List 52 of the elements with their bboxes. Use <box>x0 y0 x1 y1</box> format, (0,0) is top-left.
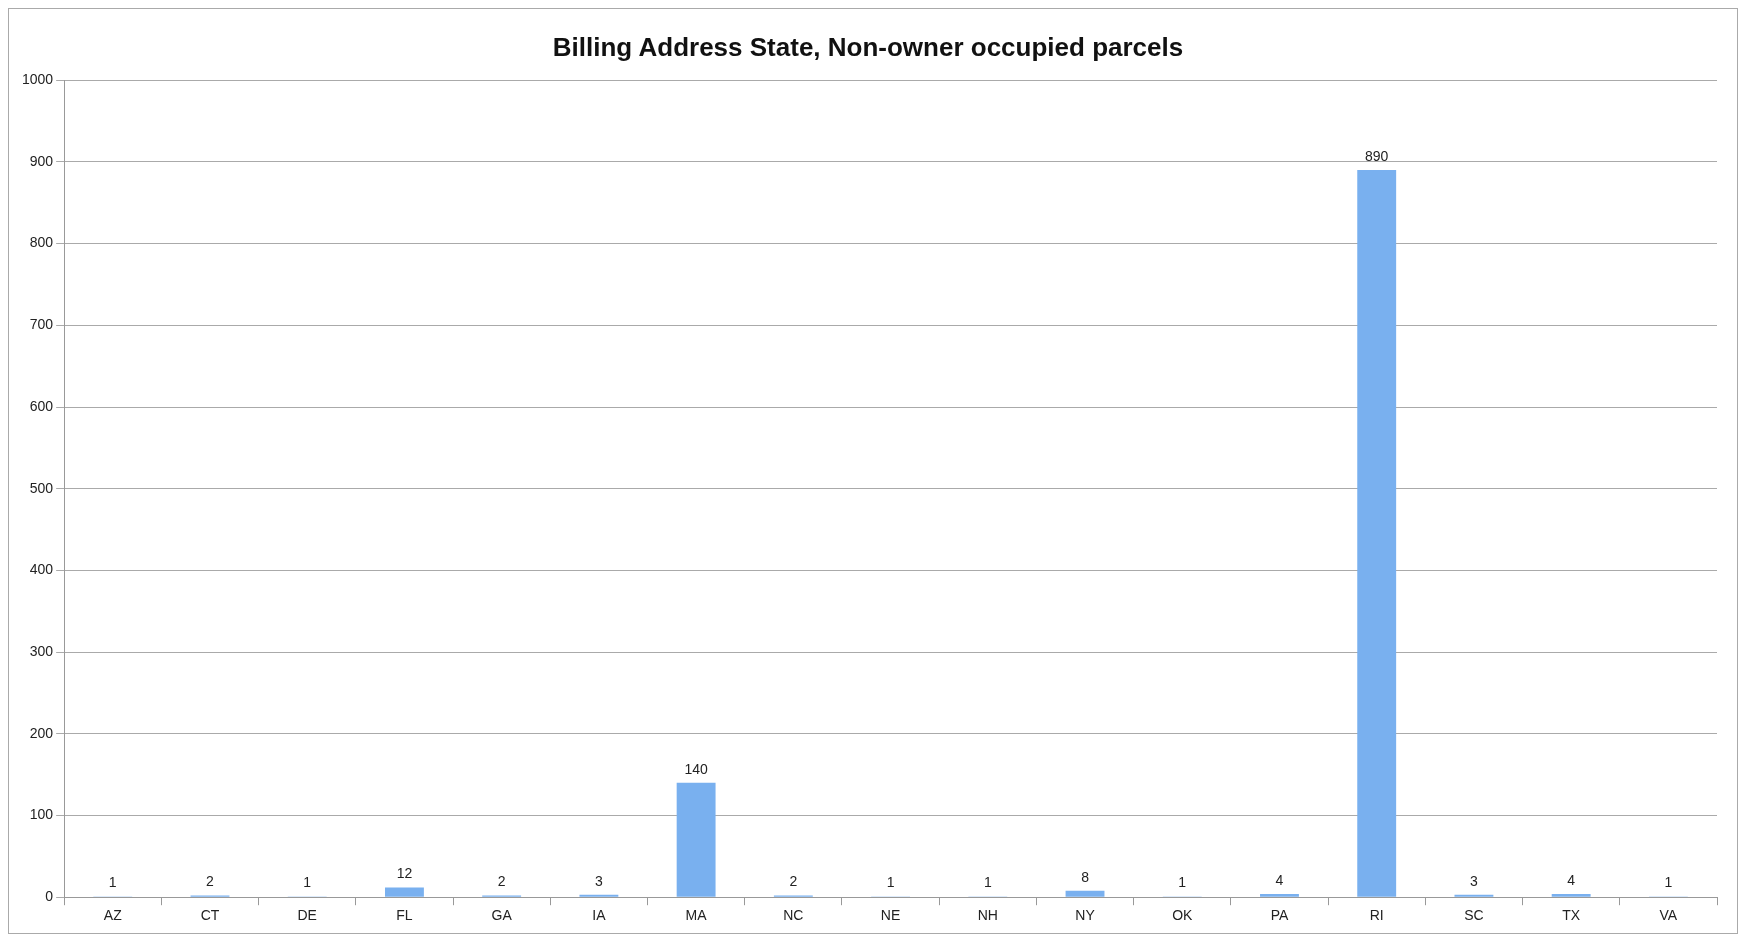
y-tick-label: 200 <box>29 724 54 741</box>
y-tick-label: 300 <box>29 642 54 659</box>
x-tick-label: NC <box>783 907 804 924</box>
x-tick-label: TX <box>1562 907 1581 924</box>
data-label: 2 <box>497 873 506 890</box>
x-tick-label: IA <box>592 907 607 924</box>
bar <box>1260 893 1299 897</box>
y-tick-label: 1000 <box>21 71 54 88</box>
x-tick-label: SC <box>1464 907 1484 924</box>
y-tick-label: 400 <box>29 561 54 578</box>
data-label: 2 <box>206 873 215 890</box>
x-tick-label: NE <box>880 907 901 924</box>
y-tick-label: 700 <box>29 316 54 333</box>
data-label: 1 <box>1178 874 1187 891</box>
data-label: 4 <box>1567 871 1576 888</box>
bar <box>384 887 424 897</box>
x-tick-label: AZ <box>103 907 123 924</box>
data-label: 1 <box>886 874 895 891</box>
data-label: 3 <box>1470 872 1479 889</box>
data-label: 1 <box>108 874 117 891</box>
x-tick-label: GA <box>491 907 513 924</box>
x-tick-label: NY <box>1075 907 1096 924</box>
x-tick-label: FL <box>396 907 413 924</box>
bar <box>1357 170 1397 897</box>
x-tick-label: VA <box>1659 907 1678 924</box>
y-tick-label: 900 <box>29 152 54 169</box>
bar <box>676 782 716 897</box>
y-tick-label: 500 <box>29 479 54 496</box>
bar <box>1065 890 1105 897</box>
data-label: 4 <box>1275 871 1284 888</box>
data-label: 2 <box>789 873 798 890</box>
y-tick-label: 0 <box>45 888 54 905</box>
data-label: 1 <box>1664 874 1673 891</box>
data-label: 8 <box>1081 868 1090 885</box>
data-label: 3 <box>594 872 603 889</box>
x-tick-label: NH <box>977 907 998 924</box>
x-tick-label: PA <box>1270 907 1289 924</box>
data-label: 1 <box>983 874 992 891</box>
data-label: 140 <box>684 760 709 777</box>
y-tick-label: 100 <box>29 806 54 823</box>
data-label: 12 <box>396 865 413 882</box>
data-label: 1 <box>303 874 312 891</box>
chart-title: Billing Address State, Non-owner occupied parcels <box>552 31 1184 62</box>
x-tick-label: MA <box>685 907 708 924</box>
x-tick-label: OK <box>1172 907 1194 924</box>
data-label: 890 <box>1365 147 1389 164</box>
y-tick-label: 800 <box>29 234 54 251</box>
bar <box>1551 893 1591 897</box>
x-tick-label: RI <box>1369 907 1384 924</box>
x-tick-label: CT <box>200 907 220 924</box>
x-tick-label: DE <box>297 907 317 924</box>
y-tick-label: 600 <box>29 397 54 414</box>
